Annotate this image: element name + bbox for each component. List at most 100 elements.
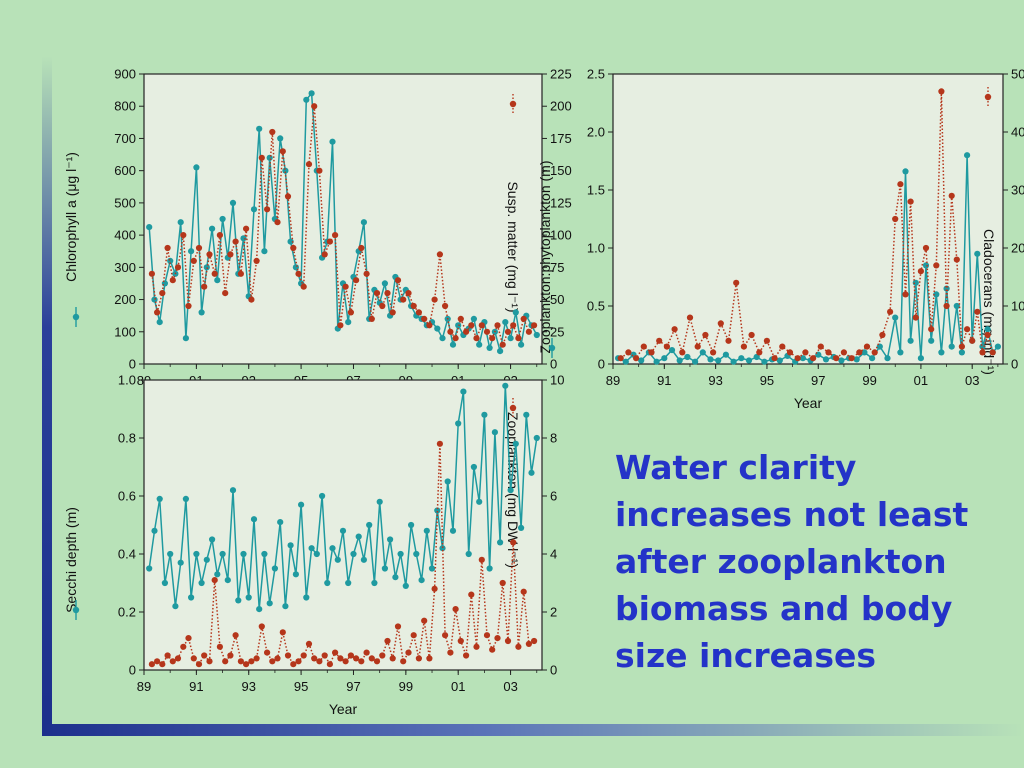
data-point-right [494, 635, 501, 642]
data-point-left [161, 579, 168, 587]
data-point-right [436, 251, 443, 258]
data-point-right [473, 643, 480, 650]
data-point-left [853, 356, 860, 363]
data-point-right [948, 192, 955, 199]
legend-teal-marker [72, 313, 80, 321]
data-point-left [974, 250, 981, 257]
right-tick-label: 8 [550, 431, 557, 446]
data-point-left [486, 344, 493, 351]
data-point-right [290, 661, 297, 668]
data-point-right [710, 349, 717, 356]
data-point-right [237, 658, 244, 665]
data-point-right [332, 649, 339, 656]
data-point-right [269, 128, 276, 136]
data-point-left [455, 322, 462, 329]
data-point-left [518, 341, 525, 348]
right-tick-label: 125 [550, 195, 572, 210]
right-tick-label: 50 [1011, 67, 1024, 82]
data-point-left [491, 429, 498, 436]
data-point-right [180, 232, 187, 239]
data-point-left [350, 550, 357, 558]
data-point-left [933, 291, 940, 298]
data-point-right [499, 341, 506, 348]
data-point-left [303, 96, 310, 103]
data-point-left [387, 536, 394, 543]
data-point-left [449, 527, 457, 534]
data-point-left [182, 495, 189, 502]
data-point-left [869, 355, 876, 362]
data-point-left [345, 579, 352, 587]
data-point-right [279, 148, 286, 155]
data-point-right [442, 302, 449, 310]
data-point-left [444, 478, 451, 485]
data-point-left [392, 574, 399, 581]
data-point-right [933, 262, 940, 269]
data-point-right [379, 302, 386, 310]
data-point-left [512, 440, 519, 447]
data-point-left [209, 225, 216, 232]
data-point-right [633, 355, 640, 362]
data-point-right [938, 88, 945, 95]
data-point-right [300, 283, 307, 290]
data-point-right [353, 655, 360, 662]
data-point-left [319, 492, 326, 500]
data-point-right [426, 655, 433, 662]
data-point-right [248, 296, 255, 303]
data-point-right [452, 335, 459, 342]
x-tick-label: 95 [760, 373, 774, 388]
data-point-left [146, 565, 153, 572]
left-tick-label: 0.8 [118, 431, 136, 446]
data-point-right [447, 328, 454, 335]
legend-red-marker [984, 93, 992, 101]
data-point-left [507, 335, 514, 342]
data-point-right [902, 291, 909, 298]
data-point-left [366, 521, 373, 529]
data-point-left [381, 565, 388, 572]
data-point-right [154, 309, 161, 316]
data-point-left [161, 280, 168, 287]
data-point-right [733, 279, 740, 286]
data-point-right [305, 640, 313, 647]
data-point-right [468, 591, 475, 598]
data-point-right [447, 649, 454, 656]
data-point-right [159, 661, 166, 668]
data-point-right [431, 296, 438, 303]
data-point-right [316, 167, 323, 174]
data-point-right [871, 349, 878, 356]
data-point-left [884, 355, 891, 362]
data-point-right [421, 617, 428, 624]
data-point-left [360, 219, 367, 226]
data-point-left [282, 167, 289, 174]
data-point-left [907, 337, 914, 344]
data-point-left [287, 238, 294, 245]
data-point-right [164, 244, 171, 252]
data-point-right [222, 290, 229, 297]
data-point-left [622, 358, 629, 365]
data-point-left [193, 164, 200, 171]
data-point-right [431, 585, 438, 592]
data-point-right [964, 326, 971, 333]
data-point-left [512, 309, 519, 316]
x-tick-label: 89 [137, 679, 151, 694]
data-point-right [489, 335, 496, 342]
data-point-left [182, 335, 189, 342]
data-point-left [277, 135, 284, 142]
data-point-left [434, 325, 441, 332]
data-point-right [825, 349, 832, 356]
data-point-right [671, 326, 678, 333]
data-point-left [219, 550, 226, 558]
data-point-right [154, 658, 161, 665]
x-tick-label: 99 [399, 679, 413, 694]
data-point-right [316, 658, 323, 665]
data-point-right [389, 309, 396, 316]
right-tick-label: 150 [550, 163, 572, 178]
data-point-left [668, 347, 676, 354]
left-tick-label: 0 [129, 357, 136, 372]
data-point-left [198, 309, 205, 316]
data-point-left [245, 594, 252, 601]
data-point-left [465, 550, 472, 558]
data-point-right [848, 355, 855, 362]
data-point-left [308, 90, 315, 97]
right-tick-label: 30 [1011, 183, 1024, 198]
left-tick-label: 500 [114, 195, 136, 210]
